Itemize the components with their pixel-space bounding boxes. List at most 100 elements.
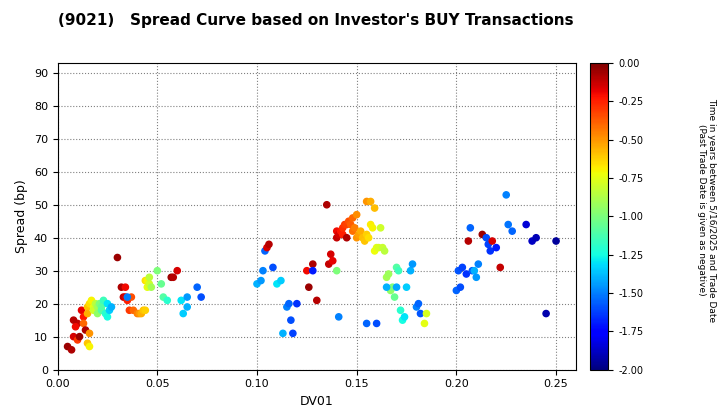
Point [375,224,387,231]
Point [134,310,145,317]
Point [384,287,396,294]
Point [415,310,426,317]
Point [377,244,388,251]
Point [353,231,364,238]
Point [88,307,99,314]
Y-axis label: Spread (bp): Spread (bp) [15,179,28,253]
Point [283,300,294,307]
Point [480,234,492,241]
Point [410,304,422,310]
Point [96,307,107,314]
Point [381,284,392,291]
Point [495,264,506,271]
Point [331,234,343,241]
Point [467,268,478,274]
Point [462,238,474,244]
Point [72,336,84,343]
Point [94,300,105,307]
Point [369,205,380,211]
Point [117,294,129,300]
Point [413,300,424,307]
Point [82,304,94,310]
Point [259,247,271,254]
Point [359,238,370,244]
Point [343,218,354,225]
Point [500,192,512,198]
Point [73,333,85,340]
Point [264,241,275,248]
Point [277,330,289,337]
Point [333,313,344,320]
Point [325,251,336,257]
Point [78,313,89,320]
Point [391,264,402,271]
Point [347,215,359,221]
Point [99,310,111,317]
Point [456,264,468,271]
Point [365,221,377,228]
Point [337,224,348,231]
Point [307,261,318,268]
Point [142,284,153,291]
Point [166,274,177,281]
Point [550,238,562,244]
Point [464,224,476,231]
Point [453,268,464,274]
Point [125,294,137,300]
Point [116,284,127,291]
Point [84,330,95,337]
Point [84,300,95,307]
Point [127,307,139,314]
Point [363,234,374,241]
Point [469,268,480,274]
Point [482,241,494,248]
Point [120,284,131,291]
Point [369,247,380,254]
Point [399,313,410,320]
Point [349,224,361,231]
Point [122,294,133,300]
Point [347,228,359,234]
Point [68,333,79,340]
Point [395,307,406,314]
Point [391,284,402,291]
Point [451,287,462,294]
Point [251,281,263,287]
Point [485,247,496,254]
Point [311,297,323,304]
Point [177,310,189,317]
Point [401,284,413,291]
Point [526,238,538,244]
Point [104,307,115,314]
Point [461,270,472,277]
Point [361,198,372,205]
Point [70,323,81,330]
Point [383,270,395,277]
Point [145,284,157,291]
Point [303,284,315,291]
Point [156,281,167,287]
Point [355,228,366,234]
Text: Time in years between 5/16/2025 and Trade Date
(Past Trade Date is given as nega: Time in years between 5/16/2025 and Trad… [697,98,716,322]
Point [140,307,151,314]
Point [135,310,147,317]
Point [471,274,482,281]
Point [66,346,77,353]
Point [255,277,266,284]
Point [506,228,518,234]
Point [503,221,514,228]
Point [371,244,382,251]
Point [195,294,207,300]
Point [112,254,123,261]
Point [477,231,488,238]
Point [337,231,348,238]
Point [307,268,318,274]
Point [72,320,84,327]
Point [301,268,312,274]
Point [181,294,193,300]
Point [106,304,117,310]
Point [387,284,398,291]
Point [490,244,502,251]
Point [82,340,94,346]
Point [98,297,109,304]
